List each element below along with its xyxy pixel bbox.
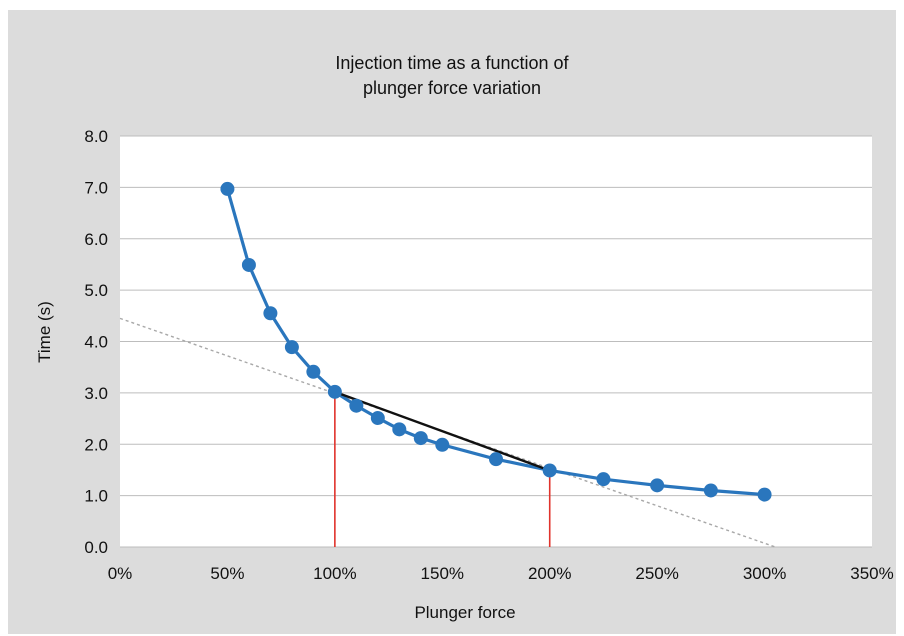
y-tick-label: 8.0 — [84, 127, 108, 146]
x-tick-label: 250% — [635, 564, 678, 583]
data-point — [370, 411, 385, 426]
x-tick-label: 200% — [528, 564, 571, 583]
x-tick-label: 0% — [108, 564, 133, 583]
y-tick-label: 6.0 — [84, 230, 108, 249]
chord-line — [334, 390, 551, 472]
annotations — [119, 317, 776, 548]
y-tick-label: 1.0 — [84, 487, 108, 506]
data-point — [489, 452, 503, 467]
y-tick-label: 3.0 — [84, 384, 108, 403]
x-tick-label: 350% — [850, 564, 893, 583]
data-point — [263, 306, 278, 321]
chart-frame: Injection time as a function of plunger … — [8, 10, 896, 634]
data-point — [306, 364, 321, 379]
data-point — [596, 472, 611, 487]
data-point — [703, 483, 718, 498]
chart-svg: Injection time as a function of plunger … — [35, 53, 894, 622]
data-point — [392, 422, 407, 437]
chart-title-line-1: Injection time as a function of — [335, 53, 569, 73]
chart-title-line-2: plunger force variation — [363, 78, 541, 98]
grid-lines — [120, 135, 872, 548]
y-tick-label: 4.0 — [84, 333, 108, 352]
data-point — [241, 257, 256, 272]
data-point — [650, 478, 665, 493]
data-point — [413, 431, 428, 446]
y-axis-title: Time (s) — [35, 301, 54, 363]
data-point — [349, 398, 364, 413]
data-point — [220, 181, 235, 196]
data-point — [757, 487, 772, 502]
x-axis-title: Plunger force — [414, 603, 515, 622]
x-tick-label: 50% — [210, 564, 244, 583]
y-tick-label: 7.0 — [84, 178, 108, 197]
x-tick-label: 300% — [743, 564, 786, 583]
y-tick-label: 2.0 — [84, 435, 108, 454]
series-layer — [220, 181, 772, 502]
y-tick-label: 0.0 — [84, 538, 108, 557]
x-tick-label: 150% — [421, 564, 464, 583]
data-point — [284, 340, 299, 355]
y-tick-label: 5.0 — [84, 281, 108, 300]
x-tick-labels: 0% 50% 100% 150% 200% 250% 300% 350% — [108, 564, 894, 583]
x-tick-label: 100% — [313, 564, 356, 583]
data-point — [542, 463, 557, 478]
tangent-dashed-line — [119, 317, 776, 548]
data-point — [327, 384, 342, 399]
y-tick-labels: 0.0 1.0 2.0 3.0 4.0 5.0 6.0 7.0 8.0 — [84, 127, 108, 557]
data-point — [435, 437, 450, 452]
